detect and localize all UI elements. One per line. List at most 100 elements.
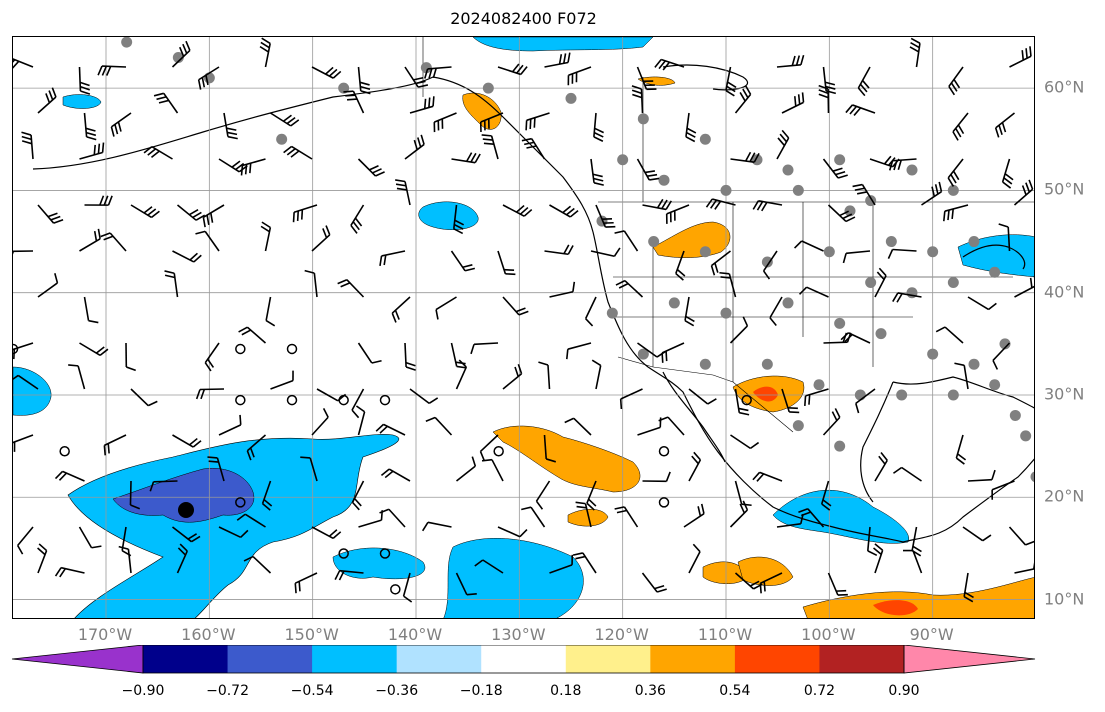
wind-barb <box>358 510 384 528</box>
wind-barb <box>688 451 702 482</box>
lat-tick-label: 10°N <box>1044 589 1085 609</box>
wind-barb <box>827 204 856 223</box>
wind-barb <box>304 269 318 298</box>
wind-barb <box>78 526 102 549</box>
wind-barb <box>1008 526 1034 546</box>
station-dot <box>865 276 877 288</box>
fill-north-strip <box>472 37 654 52</box>
wind-barb <box>857 66 871 97</box>
wind-barb <box>637 417 662 436</box>
wind-barb <box>83 112 97 141</box>
wind-barb <box>586 480 597 511</box>
wind-barb <box>654 58 685 71</box>
wind-barb <box>614 506 639 528</box>
calm-circle <box>741 394 752 406</box>
wind-barb <box>549 281 576 298</box>
wind-barb <box>316 388 347 402</box>
wind-barb <box>118 545 132 574</box>
station-dot <box>885 236 897 248</box>
wind-barb <box>822 408 841 436</box>
fill-central-am-neg <box>772 490 909 544</box>
lat-tick-label: 60°N <box>1044 77 1085 97</box>
wind-barb <box>575 501 592 528</box>
wind-barb <box>172 250 202 263</box>
calm-circle <box>235 394 246 406</box>
wind-barb <box>172 434 202 448</box>
wind-barb <box>404 66 429 88</box>
wind-barb <box>776 54 805 68</box>
wind-barb <box>195 388 225 400</box>
hawaii-station-marker <box>178 502 194 518</box>
map-panel[interactable] <box>12 36 1035 619</box>
station-dot <box>834 317 846 329</box>
calm-circle <box>235 497 246 508</box>
wind-barb <box>1014 562 1034 574</box>
station-dot <box>751 154 763 166</box>
wind-barb <box>1014 275 1034 298</box>
colorbar-tick-label: −0.36 <box>375 683 419 699</box>
wind-barb <box>261 480 273 511</box>
colorbar-swatch <box>227 645 313 673</box>
wind-barb <box>842 250 871 264</box>
station-dot <box>896 389 908 401</box>
wind-barb <box>350 204 365 234</box>
wind-barb <box>658 416 685 436</box>
wind-barb <box>641 572 667 593</box>
wind-barb <box>238 326 267 344</box>
wind-barb <box>822 158 848 179</box>
wind-barb <box>497 250 516 276</box>
wind-barb <box>409 96 435 114</box>
wind-barb <box>619 388 643 410</box>
wind-barb <box>195 230 220 252</box>
station-dot <box>813 379 825 391</box>
wind-barb <box>79 142 105 160</box>
wind-barb <box>21 131 34 160</box>
wind-barb <box>852 183 876 206</box>
wind-barb <box>470 342 499 355</box>
wind-barb <box>292 204 318 223</box>
station-dot <box>658 174 670 186</box>
calm-circle <box>658 445 670 457</box>
station-dot <box>968 358 980 370</box>
wind-barb <box>873 543 884 574</box>
lon-tick-label: 90°W <box>909 625 954 644</box>
wind-barb <box>380 468 411 482</box>
wind-barb <box>1009 46 1032 68</box>
wind-barb <box>450 342 467 369</box>
wind-barb <box>943 204 969 222</box>
wind-barb <box>334 569 364 581</box>
wind-barb <box>762 250 778 280</box>
wind-barb <box>130 388 158 407</box>
wind-barb <box>614 230 639 252</box>
station-dot <box>699 246 711 258</box>
wind-barb <box>710 250 731 276</box>
colorbar-left-arrow <box>11 645 144 674</box>
wind-barb <box>497 526 528 538</box>
wind-barb <box>300 456 318 482</box>
colorbar-tick-label: −0.90 <box>121 683 165 699</box>
wind-barb <box>343 90 365 114</box>
wind-barb <box>567 66 592 86</box>
wind-barb <box>83 296 99 324</box>
wind-barb <box>311 66 342 79</box>
station-dot <box>854 389 866 401</box>
wind-barb <box>409 388 439 405</box>
wind-barb <box>521 137 546 160</box>
wind-barb <box>952 112 969 141</box>
station-dot <box>606 307 618 319</box>
calm-circle <box>379 548 391 559</box>
wind-barb <box>752 471 783 482</box>
wind-barb <box>456 456 477 482</box>
wind-barb <box>481 458 504 482</box>
station-dot <box>968 236 980 248</box>
wind-barb <box>294 572 318 594</box>
calm-circle <box>286 343 298 355</box>
colorbar-swatch <box>143 645 229 673</box>
station-dot <box>834 154 846 166</box>
wind-barb <box>78 66 91 95</box>
wind-barb <box>572 552 597 574</box>
station-dot <box>792 184 804 196</box>
calm-circle <box>235 343 246 355</box>
wind-barb <box>502 364 523 390</box>
wind-barb <box>684 296 695 327</box>
